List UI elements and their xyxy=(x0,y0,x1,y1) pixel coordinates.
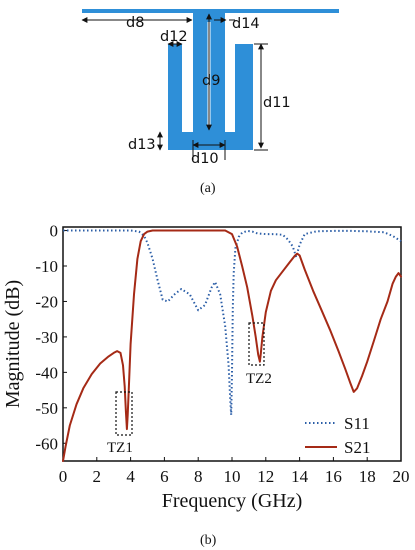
tick-labels: 0 2 4 6 8 10 12 14 16 18 20 0 -10 -20 -30 -40 -50 -60 xyxy=(35,222,409,486)
tz1-box xyxy=(115,391,133,436)
label-d14: d14 xyxy=(232,16,260,32)
tz2-annotation: TZ2 xyxy=(246,322,272,387)
label-d10: d10 xyxy=(191,151,219,167)
x-tick-label: 4 xyxy=(126,467,135,486)
label-d12: d12 xyxy=(160,29,188,45)
series-layer xyxy=(62,229,402,462)
caption-a: (a) xyxy=(200,181,216,196)
x-tick-label: 14 xyxy=(291,467,309,486)
x-tick-label: 20 xyxy=(393,467,410,486)
tz2-label: TZ2 xyxy=(246,371,272,387)
label-d9: d9 xyxy=(202,73,220,89)
y-tick-label: -30 xyxy=(35,328,58,347)
resonator-diagram: d8 d12 d9 d14 d11 d13 d10 (a) xyxy=(81,9,339,196)
label-d8: d8 xyxy=(126,15,144,31)
gap-left xyxy=(182,44,193,132)
tz1-annotation: TZ1 xyxy=(107,391,133,456)
y-tick-label: -50 xyxy=(35,399,58,418)
y-tick-label: -40 xyxy=(35,363,58,382)
x-tick-label: 16 xyxy=(325,467,342,486)
x-tick-label: 0 xyxy=(59,467,68,486)
x-tick-label: 8 xyxy=(194,467,203,486)
x-tick-label: 6 xyxy=(160,467,169,486)
x-tick-label: 10 xyxy=(224,467,241,486)
x-tick-label: 2 xyxy=(93,467,102,486)
x-tick-label: 12 xyxy=(257,467,274,486)
legend-s21-label: S21 xyxy=(344,438,370,457)
caption-b: (b) xyxy=(200,533,217,548)
y-axis-title: Magnitude (dB) xyxy=(2,280,24,408)
y-tick-label: -10 xyxy=(35,257,58,276)
series-s21-line xyxy=(62,229,402,462)
tz2-box xyxy=(248,322,265,366)
legend: S11 S21 xyxy=(305,414,370,457)
x-axis-title: Frequency (GHz) xyxy=(162,490,303,512)
tz1-label: TZ1 xyxy=(107,440,133,456)
series-s11-line xyxy=(63,229,402,416)
right-arm xyxy=(235,44,253,150)
sparameter-chart: 0 2 4 6 8 10 12 14 16 18 20 0 -10 -20 -30 -40 -50 -60 TZ1… xyxy=(2,222,410,548)
x-tick-label: 18 xyxy=(359,467,376,486)
label-d11: d11 xyxy=(263,95,291,111)
y-tick-label: 0 xyxy=(50,222,59,241)
y-tick-label: -20 xyxy=(35,292,58,311)
legend-s11-label: S11 xyxy=(344,414,370,433)
left-arm xyxy=(168,44,182,150)
gap-right xyxy=(225,44,235,132)
bottom-bar xyxy=(168,132,253,150)
y-tick-label: -60 xyxy=(35,434,58,453)
label-d13: d13 xyxy=(128,137,156,153)
dimension-lines xyxy=(81,13,268,160)
